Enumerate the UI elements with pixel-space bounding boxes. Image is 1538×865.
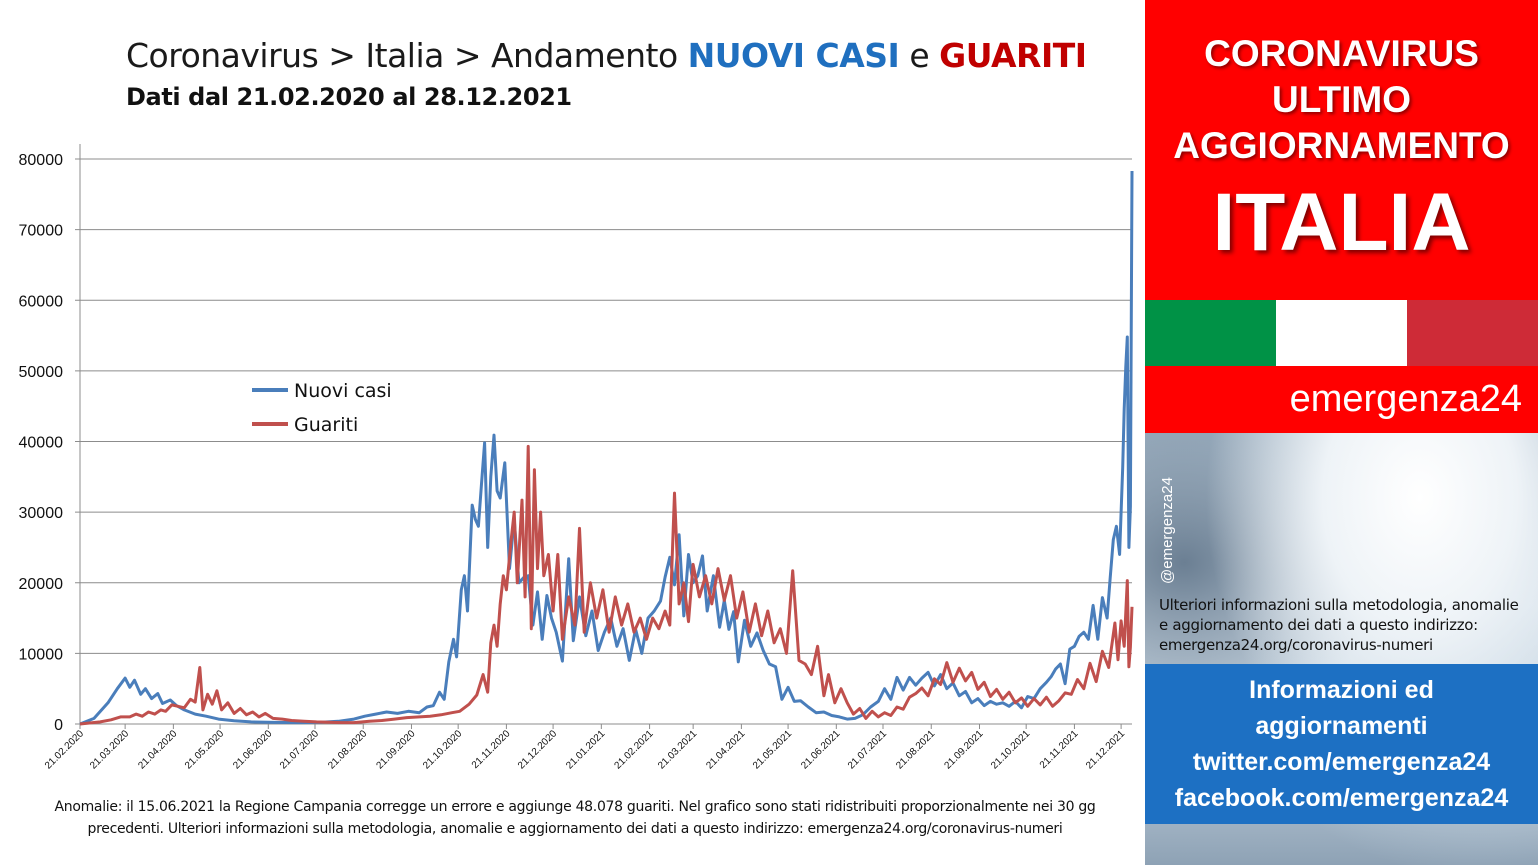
x-tick-label: 21.03.2020 bbox=[88, 728, 131, 771]
chart-subtitle: Dati dal 21.02.2020 al 28.12.2021 bbox=[126, 83, 572, 111]
brand-name: emergenza24 bbox=[1289, 378, 1522, 420]
flag-white bbox=[1276, 300, 1407, 366]
anomaly-note: Anomalie: il 15.06.2021 la Regione Campa… bbox=[54, 799, 1096, 837]
x-tick-label: 21.06.2020 bbox=[231, 728, 274, 771]
x-tick-label: 21.09.2021 bbox=[942, 728, 985, 771]
title-guariti: GUARITI bbox=[939, 36, 1087, 75]
flag-green bbox=[1145, 300, 1276, 366]
x-tick-label: 21.12.2021 bbox=[1084, 728, 1127, 771]
x-tick-label: 21.11.2020 bbox=[470, 728, 513, 771]
y-tick-label: 10000 bbox=[19, 646, 64, 663]
links-box: Informazioni ed aggiornamenti twitter.co… bbox=[1145, 664, 1538, 824]
y-tick-label: 30000 bbox=[19, 505, 64, 522]
x-tick-label: 21.06.2021 bbox=[799, 728, 842, 771]
grid-lines bbox=[80, 158, 1132, 654]
legend-label-guariti: Guariti bbox=[294, 414, 358, 436]
social-handle: @emergenza24 bbox=[1159, 477, 1176, 584]
links-line-2: aggiornamenti bbox=[1255, 712, 1428, 740]
x-tick-label: 21.02.2020 bbox=[43, 728, 86, 771]
series-line-guariti bbox=[79, 444, 1134, 726]
legend-label-nuovi-casi: Nuovi casi bbox=[294, 380, 392, 402]
legend: Nuovi casi Guariti bbox=[252, 380, 392, 436]
x-tick-label: 21.08.2021 bbox=[894, 728, 937, 771]
x-tick-label: 21.03.2021 bbox=[656, 728, 699, 771]
brand-box: emergenza24 bbox=[1145, 366, 1538, 433]
y-tick-label: 60000 bbox=[19, 293, 64, 310]
chart-title: Coronavirus > Italia > Andamento NUOVI C… bbox=[126, 36, 1087, 75]
x-tick-label: 21.08.2020 bbox=[326, 728, 369, 771]
x-tick-label: 21.05.2021 bbox=[751, 728, 794, 771]
links-line-1: Informazioni ed bbox=[1249, 676, 1434, 704]
title-connector: e bbox=[899, 36, 940, 75]
x-tick-label: 21.09.2020 bbox=[374, 728, 417, 771]
header-line-2: ULTIMO bbox=[1271, 79, 1412, 120]
x-tick-label: 21.10.2020 bbox=[421, 728, 464, 771]
y-tick-label: 0 bbox=[54, 717, 63, 734]
x-tick-label: 21.07.2020 bbox=[278, 728, 321, 771]
y-tick-label: 40000 bbox=[19, 435, 64, 452]
y-axis: 0 10000 20000 30000 40000 50000 60000 70000 8000… bbox=[19, 144, 81, 734]
x-tick-label: 21.05.2020 bbox=[183, 728, 226, 771]
country-title: ITALIA bbox=[1212, 177, 1471, 268]
header-line-1: CORONAVIRUS bbox=[1204, 33, 1479, 74]
x-tick-label: 21.04.2020 bbox=[136, 728, 179, 771]
header-box: CORONAVIRUS ULTIMO AGGIORNAMENTO ITALIA bbox=[1145, 0, 1538, 300]
title-prefix: Coronavirus > Italia > Andamento bbox=[126, 36, 688, 75]
x-tick-label: 21.02.2021 bbox=[613, 728, 656, 771]
header-line-3: AGGIORNAMENTO bbox=[1173, 125, 1510, 166]
x-tick-label: 21.07.2021 bbox=[846, 728, 889, 771]
y-tick-label: 20000 bbox=[19, 576, 64, 593]
series-lines bbox=[79, 170, 1134, 726]
x-tick-label: 21.12.2020 bbox=[516, 728, 559, 771]
title-nuovi-casi: NUOVI CASI bbox=[687, 36, 900, 75]
chart-panel: Coronavirus > Italia > Andamento NUOVI C… bbox=[18, 36, 1134, 837]
y-tick-label: 50000 bbox=[19, 364, 64, 381]
x-tick-label: 21.01.2021 bbox=[564, 728, 607, 771]
facebook-link[interactable]: facebook.com/emergenza24 bbox=[1174, 784, 1509, 812]
y-tick-label: 70000 bbox=[19, 223, 64, 240]
line-chart: 0 10000 20000 30000 40000 50000 60000 70000 8000… bbox=[19, 144, 1134, 772]
flag-red bbox=[1407, 300, 1538, 366]
x-axis: 21.02.2020 21.03.2020 21.04.2020 21.05.2020… bbox=[43, 723, 1132, 772]
info-text: Ulteriori informazioni sulla metodologia… bbox=[1159, 596, 1519, 654]
x-tick-label: 21.10.2021 bbox=[989, 728, 1032, 771]
x-tick-label: 21.04.2021 bbox=[704, 728, 747, 771]
twitter-link[interactable]: twitter.com/emergenza24 bbox=[1192, 748, 1491, 776]
series-line-nuovi-casi bbox=[79, 170, 1134, 726]
x-tick-label: 21.11.2021 bbox=[1038, 728, 1081, 771]
italian-flag bbox=[1145, 300, 1538, 366]
y-tick-label: 80000 bbox=[19, 152, 64, 169]
